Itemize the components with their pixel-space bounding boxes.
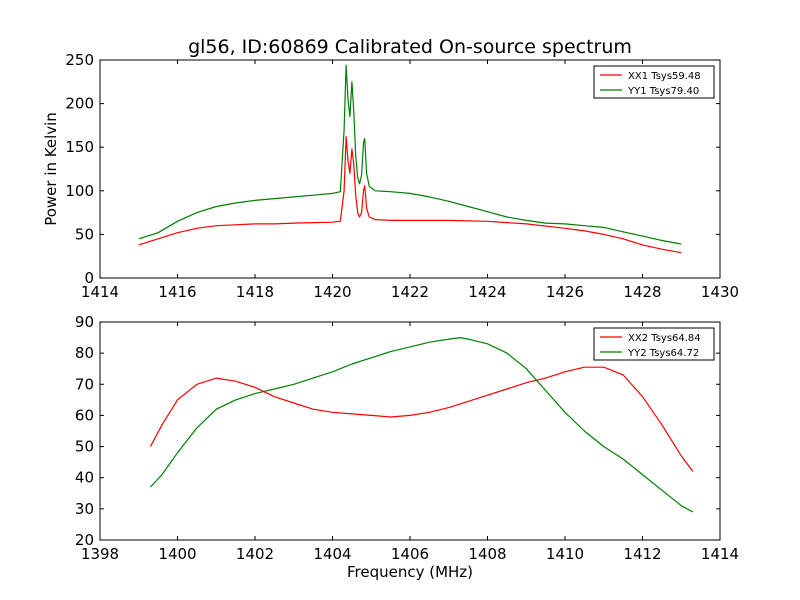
bottom-series-line-1 [149,366,694,472]
top-series-line-2 [138,64,682,245]
bottom-y-tick-label: 30 [75,500,94,518]
top-x-tick-label: 1414 [81,283,119,301]
top-y-tick-label: 250 [65,51,94,69]
top-x-tick-label: 1418 [236,283,274,301]
top-x-tick-label: 1430 [701,283,739,301]
bottom-y-tick-label: 80 [75,344,94,362]
top-y-tick-label: 100 [65,182,94,200]
bottom-x-tick-label: 1400 [158,545,196,563]
bottom-x-axis-label: Frequency (MHz) [347,563,473,581]
top-x-tick-label: 1420 [313,283,351,301]
bottom-x-tick-label: 1398 [81,545,119,563]
bottom-y-tick-label: 20 [75,531,94,549]
top-y-tick-label: 150 [65,138,94,156]
top-x-tick-label: 1424 [468,283,506,301]
bottom-panel: 1398 1400 1402 1404 1406 1408 1410 1412 1414 20 30… [75,313,739,581]
top-x-tick-label: 1428 [623,283,661,301]
top-legend-label-1: XX1 Tsys59.48 [628,71,701,82]
top-series-line-1 [138,136,682,254]
bottom-x-tick-label: 1410 [546,545,584,563]
top-x-tick-label: 1426 [546,283,584,301]
bottom-x-tick-label: 1412 [623,545,661,563]
bottom-x-tick-label: 1408 [468,545,506,563]
bottom-legend: XX2 Tsys64.84 YY2 Tsys64.72 [593,327,715,361]
top-legend-box [593,65,715,99]
top-x-tick-label: 1416 [158,283,196,301]
top-legend: XX1 Tsys59.48 YY1 Tsys79.40 [593,65,715,99]
bottom-y-tick-label: 40 [75,469,94,487]
top-y-tick-label: 50 [75,225,94,243]
bottom-legend-label-1: XX2 Tsys64.84 [628,333,701,344]
bottom-y-tick-label: 50 [75,438,94,456]
bottom-legend-box [593,327,715,361]
bottom-x-tick-label: 1406 [391,545,429,563]
bottom-y-tick-label: 90 [75,313,94,331]
top-y-tick-label: 200 [65,95,94,113]
top-legend-label-2: YY1 Tsys79.40 [627,86,699,97]
bottom-series-line-2 [149,337,694,513]
top-y-tick-label: 0 [84,269,94,287]
top-y-axis-label: Power in Kelvin [42,112,60,226]
bottom-y-tick-label: 60 [75,406,94,424]
top-panel: 1414 1416 1418 1420 1422 1424 1426 1428 1430 0 50 1… [42,51,739,301]
bottom-y-tick-label: 70 [75,375,94,393]
bottom-x-tick-label: 1404 [313,545,351,563]
top-x-tick-label: 1422 [391,283,429,301]
bottom-x-tick-label: 1402 [236,545,274,563]
bottom-x-tick-label: 1414 [701,545,739,563]
chart-title: gl56, ID:60869 Calibrated On-source spec… [188,36,632,58]
bottom-legend-label-2: YY2 Tsys64.72 [627,348,699,359]
